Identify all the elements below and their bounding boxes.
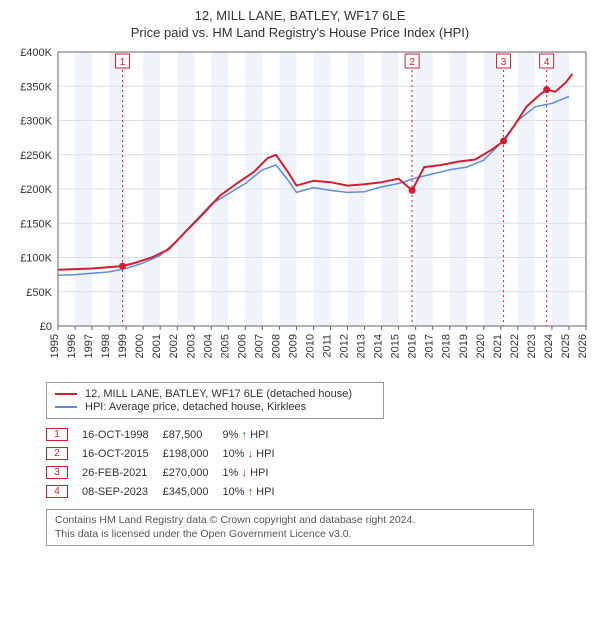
svg-text:£400K: £400K	[20, 47, 52, 59]
svg-text:£50K: £50K	[26, 287, 52, 299]
transactions-table: 1 16-OCT-1998£87,5009% ↑ HPI 2 16-OCT-2015£…	[46, 425, 289, 501]
svg-text:£100K: £100K	[20, 253, 52, 265]
svg-text:2009: 2009	[287, 334, 299, 358]
tx-date: 26-FEB-2021	[82, 463, 163, 482]
legend-series-1: 12, MILL LANE, BATLEY, WF17 6LE (detache…	[85, 388, 352, 400]
table-row: 4 08-SEP-2023£345,00010% ↑ HPI	[46, 482, 289, 501]
chart-title-line2: Price paid vs. HM Land Registry's House …	[10, 25, 590, 40]
svg-text:1: 1	[120, 57, 126, 68]
svg-text:1995: 1995	[49, 334, 61, 358]
svg-text:1999: 1999	[117, 334, 129, 358]
table-row: 3 26-FEB-2021£270,0001% ↓ HPI	[46, 463, 289, 482]
svg-text:2019: 2019	[458, 334, 470, 358]
tx-change: 10% ↓ HPI	[223, 444, 289, 463]
price-chart: £0 £50K £100K £150K £200K £250K £300K £350K £400…	[10, 46, 590, 376]
svg-text:1998: 1998	[100, 334, 112, 358]
table-row: 1 16-OCT-1998£87,5009% ↑ HPI	[46, 425, 289, 444]
svg-text:£250K: £250K	[20, 150, 52, 162]
svg-text:2018: 2018	[441, 334, 453, 358]
svg-text:2021: 2021	[492, 334, 504, 358]
svg-text:2002: 2002	[168, 334, 180, 358]
attribution-line1: Contains HM Land Registry data © Crown c…	[55, 514, 525, 528]
svg-text:£200K: £200K	[20, 184, 52, 196]
svg-text:2003: 2003	[185, 334, 197, 358]
tx-marker: 1	[46, 428, 68, 441]
svg-text:£300K: £300K	[20, 116, 52, 128]
svg-text:2007: 2007	[253, 334, 265, 358]
svg-text:2017: 2017	[424, 334, 436, 358]
svg-text:2022: 2022	[509, 334, 521, 358]
table-row: 2 16-OCT-2015£198,00010% ↓ HPI	[46, 444, 289, 463]
svg-text:2012: 2012	[339, 334, 351, 358]
tx-date: 16-OCT-2015	[82, 444, 163, 463]
legend: 12, MILL LANE, BATLEY, WF17 6LE (detache…	[46, 382, 384, 419]
tx-marker: 3	[46, 466, 68, 479]
tx-price: £87,500	[163, 425, 223, 444]
svg-text:2014: 2014	[373, 334, 385, 358]
svg-text:2004: 2004	[202, 334, 214, 358]
svg-text:2025: 2025	[560, 334, 572, 358]
svg-text:£0: £0	[40, 321, 52, 333]
svg-text:2023: 2023	[526, 334, 538, 358]
legend-series-2: HPI: Average price, detached house, Kirk…	[85, 401, 306, 413]
attribution-line2: This data is licensed under the Open Gov…	[55, 528, 525, 542]
tx-change: 1% ↓ HPI	[223, 463, 289, 482]
svg-text:2016: 2016	[407, 334, 419, 358]
svg-text:2001: 2001	[151, 334, 163, 358]
svg-text:2026: 2026	[577, 334, 589, 358]
tx-price: £198,000	[163, 444, 223, 463]
svg-text:2020: 2020	[475, 334, 487, 358]
svg-text:2024: 2024	[543, 334, 555, 358]
svg-text:£350K: £350K	[20, 81, 52, 93]
svg-text:1996: 1996	[66, 334, 78, 358]
tx-price: £345,000	[163, 482, 223, 501]
tx-price: £270,000	[163, 463, 223, 482]
svg-text:£150K: £150K	[20, 218, 52, 230]
svg-text:2013: 2013	[356, 334, 368, 358]
svg-text:2000: 2000	[134, 334, 146, 358]
svg-text:2: 2	[409, 57, 415, 68]
attribution: Contains HM Land Registry data © Crown c…	[46, 509, 534, 546]
svg-text:2008: 2008	[270, 334, 282, 358]
svg-text:2005: 2005	[219, 334, 231, 358]
chart-title-line1: 12, MILL LANE, BATLEY, WF17 6LE	[10, 8, 590, 23]
svg-text:2006: 2006	[236, 334, 248, 358]
svg-text:2015: 2015	[390, 334, 402, 358]
svg-text:4: 4	[544, 57, 550, 68]
svg-text:2010: 2010	[304, 334, 316, 358]
svg-text:1997: 1997	[83, 334, 95, 358]
tx-date: 08-SEP-2023	[82, 482, 163, 501]
svg-text:3: 3	[501, 57, 507, 68]
tx-change: 10% ↑ HPI	[223, 482, 289, 501]
tx-marker: 2	[46, 447, 68, 460]
svg-text:2011: 2011	[322, 334, 334, 358]
tx-change: 9% ↑ HPI	[223, 425, 289, 444]
tx-date: 16-OCT-1998	[82, 425, 163, 444]
tx-marker: 4	[46, 485, 68, 498]
